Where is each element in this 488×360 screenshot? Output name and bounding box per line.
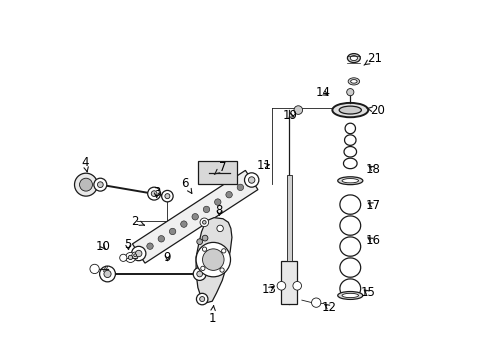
- Text: 14: 14: [315, 86, 329, 99]
- Text: 18: 18: [366, 163, 380, 176]
- Text: 6: 6: [181, 177, 191, 193]
- Circle shape: [202, 247, 206, 251]
- Text: 13: 13: [262, 283, 277, 296]
- Circle shape: [192, 213, 198, 220]
- Circle shape: [158, 235, 164, 242]
- Circle shape: [196, 271, 202, 277]
- Text: 2: 2: [131, 215, 144, 228]
- Ellipse shape: [332, 103, 367, 117]
- Bar: [281, 261, 297, 304]
- Circle shape: [203, 206, 209, 213]
- Circle shape: [311, 298, 320, 307]
- Circle shape: [202, 249, 224, 270]
- Circle shape: [200, 266, 204, 270]
- Text: 5: 5: [124, 238, 131, 251]
- Circle shape: [196, 293, 207, 305]
- Circle shape: [214, 199, 221, 205]
- Circle shape: [131, 246, 145, 261]
- Text: 3: 3: [153, 186, 160, 199]
- Circle shape: [100, 266, 115, 282]
- Ellipse shape: [337, 292, 362, 300]
- Text: 19: 19: [283, 109, 297, 122]
- Circle shape: [196, 242, 230, 277]
- Circle shape: [202, 221, 206, 224]
- Text: 4: 4: [81, 156, 88, 172]
- Ellipse shape: [350, 80, 356, 83]
- Circle shape: [293, 106, 302, 114]
- Circle shape: [277, 282, 285, 290]
- Text: 15: 15: [360, 287, 375, 300]
- Polygon shape: [132, 170, 257, 263]
- Ellipse shape: [337, 177, 362, 185]
- Circle shape: [120, 254, 126, 261]
- Circle shape: [196, 239, 202, 244]
- Circle shape: [133, 254, 136, 257]
- Ellipse shape: [339, 106, 361, 114]
- Circle shape: [200, 218, 208, 226]
- Ellipse shape: [341, 179, 358, 183]
- Circle shape: [205, 170, 211, 176]
- FancyBboxPatch shape: [198, 161, 237, 184]
- Circle shape: [221, 249, 225, 253]
- Circle shape: [147, 187, 160, 200]
- Circle shape: [220, 268, 224, 272]
- Bar: [286, 175, 291, 261]
- Text: 10: 10: [95, 240, 110, 253]
- Circle shape: [151, 191, 157, 197]
- Circle shape: [224, 168, 235, 178]
- Circle shape: [203, 167, 214, 179]
- Circle shape: [80, 178, 92, 191]
- Circle shape: [225, 192, 232, 198]
- Circle shape: [169, 228, 176, 235]
- Circle shape: [146, 243, 153, 249]
- Circle shape: [125, 252, 135, 262]
- Circle shape: [248, 177, 254, 183]
- Ellipse shape: [346, 54, 360, 63]
- Text: 11: 11: [256, 159, 271, 172]
- Circle shape: [199, 297, 204, 302]
- Ellipse shape: [347, 78, 359, 85]
- Text: 7: 7: [214, 161, 226, 175]
- Circle shape: [162, 190, 173, 202]
- Circle shape: [244, 173, 258, 187]
- Ellipse shape: [341, 293, 358, 298]
- Text: 12: 12: [321, 301, 336, 314]
- Circle shape: [164, 194, 169, 199]
- Circle shape: [346, 89, 353, 96]
- Circle shape: [128, 255, 132, 260]
- Circle shape: [90, 264, 99, 274]
- Circle shape: [292, 282, 301, 290]
- Circle shape: [180, 221, 187, 227]
- Circle shape: [132, 252, 138, 258]
- Text: 17: 17: [365, 199, 380, 212]
- Text: 9: 9: [163, 251, 171, 264]
- Text: 21: 21: [363, 51, 381, 65]
- Ellipse shape: [349, 55, 357, 60]
- Text: 16: 16: [365, 234, 380, 247]
- Circle shape: [94, 178, 106, 191]
- Circle shape: [237, 184, 243, 190]
- Circle shape: [97, 182, 103, 188]
- Circle shape: [202, 235, 207, 241]
- Text: 20: 20: [366, 104, 384, 117]
- Circle shape: [227, 171, 232, 175]
- Text: 8: 8: [215, 204, 223, 217]
- Text: 1: 1: [208, 306, 216, 325]
- Circle shape: [74, 173, 97, 196]
- Circle shape: [217, 225, 223, 231]
- Circle shape: [135, 250, 142, 257]
- Circle shape: [193, 267, 206, 280]
- Circle shape: [104, 270, 111, 278]
- Polygon shape: [196, 218, 231, 303]
